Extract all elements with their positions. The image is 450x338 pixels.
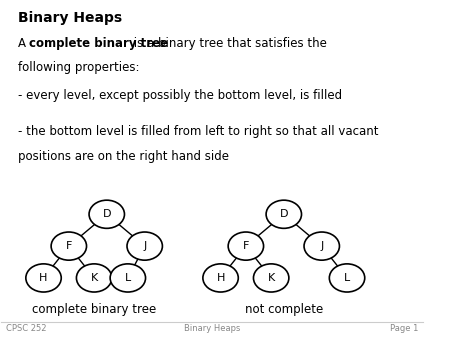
Circle shape [266,200,302,228]
Circle shape [329,264,365,292]
Text: L: L [344,273,350,283]
Circle shape [89,200,125,228]
Text: CPSC 252: CPSC 252 [5,324,46,333]
Circle shape [228,232,264,260]
Text: D: D [103,209,111,219]
Text: Binary Heaps: Binary Heaps [184,324,240,333]
Circle shape [253,264,289,292]
Text: D: D [279,209,288,219]
Text: following properties:: following properties: [18,61,140,74]
Circle shape [51,232,86,260]
Text: A: A [18,37,30,50]
Circle shape [127,232,162,260]
Text: Page 1: Page 1 [390,324,418,333]
Text: K: K [90,273,98,283]
Text: - every level, except possibly the bottom level, is filled: - every level, except possibly the botto… [18,89,342,101]
Circle shape [203,264,239,292]
Text: K: K [268,273,275,283]
Text: positions are on the right hand side: positions are on the right hand side [18,149,229,163]
Circle shape [110,264,145,292]
Text: J: J [320,241,324,251]
Text: complete binary tree: complete binary tree [29,37,168,50]
Circle shape [304,232,339,260]
Text: not complete: not complete [245,303,323,316]
Text: F: F [66,241,72,251]
Text: is a binary tree that satisfies the: is a binary tree that satisfies the [130,37,327,50]
Circle shape [76,264,112,292]
Text: H: H [39,273,48,283]
Text: complete binary tree: complete binary tree [32,303,156,316]
Text: J: J [143,241,146,251]
Text: L: L [125,273,131,283]
Circle shape [26,264,61,292]
Text: F: F [243,241,249,251]
Text: H: H [216,273,225,283]
Text: Binary Heaps: Binary Heaps [18,11,122,25]
Text: - the bottom level is filled from left to right so that all vacant: - the bottom level is filled from left t… [18,125,379,139]
